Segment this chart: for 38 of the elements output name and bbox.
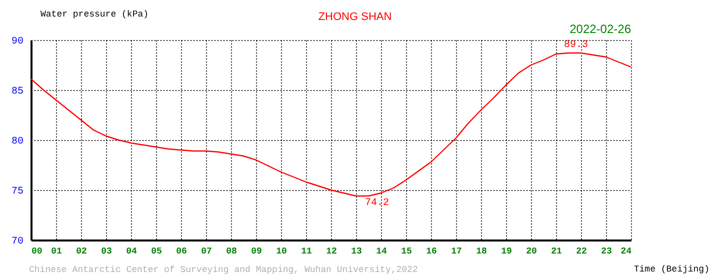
x-tick-label: 08 xyxy=(226,246,237,256)
x-tick-label: 16 xyxy=(426,246,437,256)
x-tick-label: 01 xyxy=(51,246,62,256)
x-tick-label: 22 xyxy=(576,246,587,256)
x-tick-label: 09 xyxy=(251,246,262,256)
y-tick-label: 90 xyxy=(11,36,24,48)
x-axis-title: Time (Beijing) xyxy=(634,264,710,274)
y-tick-label: 75 xyxy=(11,186,24,198)
chart-title: ZHONG SHAN xyxy=(318,11,392,23)
annotation: 74.2 xyxy=(364,198,390,209)
line-series xyxy=(31,52,631,197)
annotation: 89.3 xyxy=(564,40,588,51)
x-tick-label: 19 xyxy=(501,246,512,256)
y-tick-label: 85 xyxy=(11,86,24,98)
x-tick-label: 17 xyxy=(451,246,462,256)
x-tick-label: 12 xyxy=(326,246,337,256)
x-tick-label: 13 xyxy=(351,246,362,256)
x-tick-label: 24 xyxy=(620,246,632,256)
chart-subtitle: 2022-02-26 xyxy=(570,22,632,36)
x-tick-label: 10 xyxy=(276,246,287,256)
y-tick-label: 70 xyxy=(11,236,24,248)
y-axis-title: Water pressure (kPa) xyxy=(40,10,149,20)
x-tick-label: 14 xyxy=(376,246,388,256)
x-tick-label: 21 xyxy=(551,246,562,256)
x-tick-label: 00 xyxy=(32,246,42,256)
x-tick-label: 15 xyxy=(401,246,412,256)
x-tick-label: 11 xyxy=(301,246,312,256)
x-tick-label: 07 xyxy=(201,246,212,256)
x-tick-label: 20 xyxy=(526,246,537,256)
x-tick-label: 18 xyxy=(476,246,487,256)
x-tick-label: 06 xyxy=(176,246,187,256)
x-tick-label: 05 xyxy=(151,246,162,256)
y-tick-label: 80 xyxy=(11,136,24,148)
x-tick-label: 23 xyxy=(601,246,612,256)
x-tick-label: 04 xyxy=(126,246,138,256)
x-tick-label: 02 xyxy=(76,246,87,256)
text: Chinese Antarctic Center of Surveying and Mapping, Wuhan University,2022 xyxy=(29,265,418,275)
x-tick-label: 03 xyxy=(101,246,112,256)
